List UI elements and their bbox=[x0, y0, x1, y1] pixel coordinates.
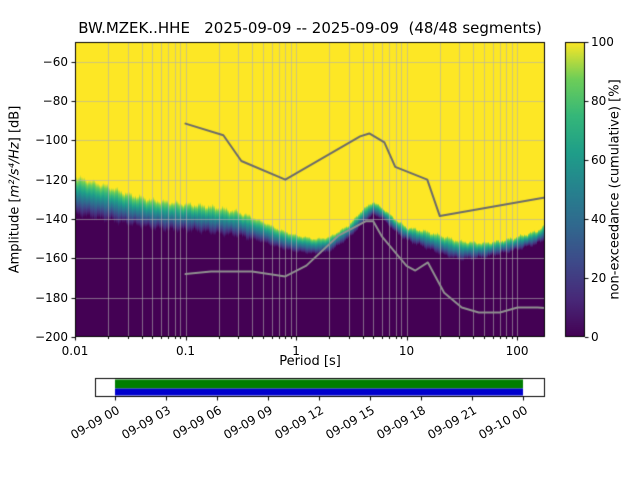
y-axis-label-math: m²/s⁴/Hz bbox=[7, 142, 23, 198]
y-tick-label: −160 bbox=[35, 251, 68, 266]
x-tick-label: 0.1 bbox=[175, 344, 196, 358]
colorbar-tick-label: 60 bbox=[591, 153, 607, 167]
y-tick-label: −120 bbox=[35, 172, 68, 187]
x-tick-label: 0.01 bbox=[61, 344, 89, 358]
x-tick-label: 100 bbox=[505, 344, 529, 358]
colorbar-tick-label: 0 bbox=[591, 330, 599, 344]
colorbar-label: non-exceedance (cumulative) [%] bbox=[607, 79, 623, 300]
x-tick-label: 1 bbox=[292, 344, 300, 358]
colorbar-tick-label: 100 bbox=[591, 35, 614, 49]
y-tick-label: −80 bbox=[42, 94, 68, 108]
colorbar-label-box: non-exceedance (cumulative) [%] bbox=[602, 42, 628, 337]
colorbar-tick-label: 20 bbox=[591, 271, 607, 285]
colorbar-tick-label: 80 bbox=[591, 94, 607, 108]
colorbar-tick-label: 40 bbox=[591, 212, 607, 226]
y-tick-label: −200 bbox=[35, 330, 68, 344]
plot-title: BW.MZEK..HHE 2025-09-09 -- 2025-09-09 (4… bbox=[78, 19, 542, 37]
y-tick-label: −100 bbox=[35, 133, 68, 148]
x-axis-label: Period [s] bbox=[279, 354, 341, 369]
y-tick-label: −140 bbox=[35, 212, 68, 226]
y-axis-label: Amplitude [m²/s⁴/Hz] [dB] bbox=[8, 106, 23, 274]
y-tick-label: −60 bbox=[42, 54, 68, 69]
y-tick-label: −180 bbox=[35, 290, 68, 305]
x-tick-label: 10 bbox=[398, 344, 415, 358]
